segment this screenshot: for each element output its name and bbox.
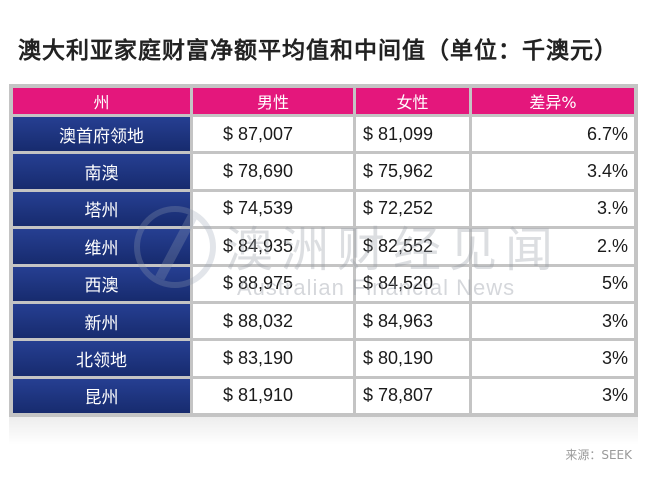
header-female: 女性 — [356, 88, 469, 114]
difference-value-cell: 2.% — [472, 229, 634, 264]
male-value-cell: $ 88,975 — [193, 266, 353, 301]
source-note: 来源：SEEK — [565, 448, 632, 462]
female-value-cell: $ 72,252 — [356, 191, 469, 227]
male-value-cell: $ 87,007 — [193, 117, 353, 152]
page-title: 澳大利亚家庭财富净额平均值和中间值（单位：千澳元） — [18, 38, 618, 64]
male-value-cell: $ 74,539 — [193, 191, 353, 227]
state-cell: 西澳 — [13, 266, 190, 301]
header-difference: 差异% — [472, 88, 634, 114]
header-male: 男性 — [193, 88, 353, 114]
state-cell: 昆州 — [13, 378, 190, 414]
male-value-cell: $ 88,032 — [193, 303, 353, 339]
state-cell: 南澳 — [13, 154, 190, 189]
state-cell: 维州 — [13, 229, 190, 264]
male-value-cell: $ 78,690 — [193, 154, 353, 189]
female-value-cell: $ 84,963 — [356, 303, 469, 339]
difference-value-cell: 3% — [472, 378, 634, 414]
female-value-cell: $ 82,552 — [356, 229, 469, 264]
female-value-cell: $ 84,520 — [356, 266, 469, 301]
state-cell: 北领地 — [13, 341, 190, 376]
male-value-cell: $ 83,190 — [193, 341, 353, 376]
difference-value-cell: 3% — [472, 341, 634, 376]
table-shadow — [9, 417, 638, 445]
female-value-cell: $ 80,190 — [356, 341, 469, 376]
difference-value-cell: 3.4% — [472, 154, 634, 189]
female-value-cell: $ 75,962 — [356, 154, 469, 189]
male-value-cell: $ 81,910 — [193, 378, 353, 414]
header-state: 州 — [13, 88, 190, 114]
state-cell: 澳首府领地 — [13, 117, 190, 152]
difference-value-cell: 3% — [472, 303, 634, 339]
female-value-cell: $ 81,099 — [356, 117, 469, 152]
state-cell: 塔州 — [13, 191, 190, 227]
difference-value-cell: 3.% — [472, 191, 634, 227]
difference-value-cell: 5% — [472, 266, 634, 301]
male-value-cell: $ 84,935 — [193, 229, 353, 264]
female-value-cell: $ 78,807 — [356, 378, 469, 414]
data-table: 州男性 女性 差异% 澳首府领地 $ 87,007 $ 81,099 6.7% 南澳 $ 78,… — [9, 84, 638, 418]
state-cell: 新州 — [13, 303, 190, 339]
difference-value-cell: 6.7% — [472, 117, 634, 152]
